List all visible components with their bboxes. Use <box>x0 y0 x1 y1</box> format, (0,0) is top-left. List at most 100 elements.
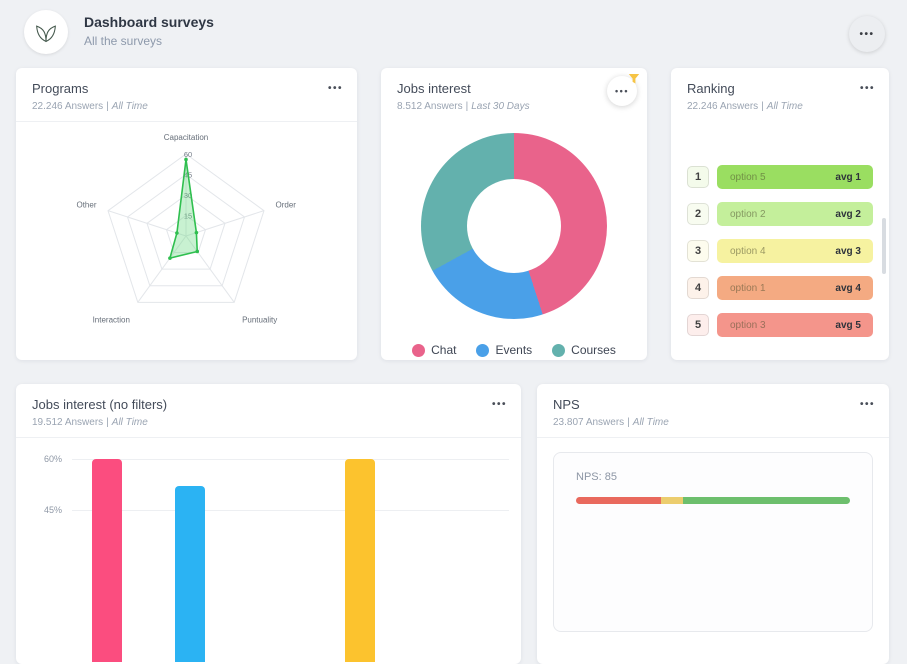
separator: | <box>761 101 764 112</box>
answers-count: 23.807 Answers <box>553 417 625 428</box>
svg-text:30: 30 <box>184 191 192 200</box>
rank-badge: 3 <box>687 240 709 262</box>
gridline <box>72 458 509 460</box>
ranking-row[interactable]: 2 option 2 avg 2 <box>687 202 873 226</box>
ranking-row[interactable]: 3 option 4 avg 3 <box>687 239 873 263</box>
period-label: All Time <box>766 101 803 112</box>
donut-chart[interactable] <box>421 133 607 319</box>
separator: | <box>106 417 109 428</box>
separator: | <box>106 101 109 112</box>
divider <box>16 121 357 122</box>
card-ranking: Ranking 22.246 Answers | All Time ••• 1 opt… <box>671 68 889 360</box>
legend-dot <box>412 343 426 357</box>
rank-bar: option 5 avg 1 <box>717 165 873 189</box>
period-label: All Time <box>111 417 148 428</box>
donut-chart-area: Chat Events Courses <box>381 121 647 357</box>
legend-label: Chat <box>431 343 457 357</box>
bar[interactable] <box>345 458 376 662</box>
avg-label: avg 4 <box>835 282 861 294</box>
page-subtitle: All the surveys <box>84 34 163 48</box>
answers-count: 22.246 Answers <box>687 101 759 112</box>
ranking-row[interactable]: 5 option 3 avg 5 <box>687 313 873 337</box>
legend-item[interactable]: Events <box>476 343 532 357</box>
gauge-segment <box>576 497 661 504</box>
avg-label: avg 5 <box>835 319 861 331</box>
y-axis-tick: 60% <box>44 453 63 464</box>
rank-bar: option 4 avg 3 <box>717 239 873 263</box>
bar[interactable] <box>91 458 122 662</box>
card-title: Jobs interest <box>397 81 471 96</box>
svg-text:15: 15 <box>184 212 192 221</box>
card-nps: NPS 23.807 Answers | All Time ••• NPS: 85 <box>537 384 889 664</box>
divider <box>537 437 889 438</box>
option-label: option 4 <box>730 245 766 257</box>
card-menu-button[interactable]: ••• <box>860 81 875 96</box>
scrollbar[interactable] <box>882 218 886 274</box>
legend-item[interactable]: Courses <box>552 343 616 357</box>
radar-chart[interactable]: 15304560CapacitationOrderPuntualityInter… <box>16 122 357 358</box>
chart-legend: Chat Events Courses <box>412 343 616 357</box>
ranking-row[interactable]: 4 option 1 avg 4 <box>687 276 873 300</box>
ellipsis-icon: ••• <box>859 399 875 410</box>
ellipsis-icon: ••• <box>615 86 629 96</box>
card-menu-button[interactable]: ••• <box>492 397 507 412</box>
nps-gauge[interactable] <box>576 497 850 504</box>
page-title: Dashboard surveys <box>84 14 214 30</box>
avg-label: avg 3 <box>835 245 861 257</box>
card-menu-button[interactable]: ••• <box>860 397 875 412</box>
nps-value-label: NPS: 85 <box>576 471 617 483</box>
rank-badge: 1 <box>687 166 709 188</box>
bar-chart[interactable]: 60% 45% <box>16 442 521 662</box>
separator: | <box>627 417 630 428</box>
card-subtitle: 22.246 Answers | All Time <box>687 101 803 112</box>
option-label: option 2 <box>730 208 766 220</box>
card-subtitle: 8.512 Answers | Last 30 Days <box>397 101 530 112</box>
answers-count: 22.246 Answers <box>32 101 104 112</box>
card-subtitle: 19.512 Answers | All Time <box>32 417 167 428</box>
option-label: option 5 <box>730 171 766 183</box>
rank-badge: 5 <box>687 314 709 336</box>
nps-panel: NPS: 85 <box>553 452 873 632</box>
card-header: Jobs interest (no filters) 19.512 Answer… <box>16 384 521 437</box>
header-titles: Dashboard surveys All the surveys <box>84 14 214 48</box>
card-menu-button[interactable]: ••• <box>328 81 343 96</box>
card-programs: Programs 22.246 Answers|All Time ••• 15 3… <box>16 68 357 360</box>
option-label: option 1 <box>730 282 766 294</box>
rank-bar: option 2 avg 2 <box>717 202 873 226</box>
card-jobs-interest-no-filters: Jobs interest (no filters) 19.512 Answer… <box>16 384 521 664</box>
legend-dot <box>552 343 566 357</box>
header-menu-button[interactable]: ••• <box>849 16 885 52</box>
separator: | <box>465 101 469 112</box>
leaf-logo-icon <box>36 25 56 43</box>
rank-badge: 2 <box>687 203 709 225</box>
legend-label: Events <box>495 343 533 357</box>
rank-badge: 4 <box>687 277 709 299</box>
card-subtitle: 23.807 Answers | All Time <box>553 417 669 428</box>
card-header: Ranking 22.246 Answers | All Time ••• <box>671 68 889 121</box>
legend-dot <box>476 343 490 357</box>
ellipsis-icon: ••• <box>327 83 343 94</box>
card-subtitle: 22.246 Answers | All Time <box>32 101 148 112</box>
card-header: NPS 23.807 Answers | All Time ••• <box>537 384 889 437</box>
legend-label: Courses <box>571 343 616 357</box>
card-header: Jobs interest 8.512 Answers | Last 30 Days <box>381 68 647 121</box>
ellipsis-icon: ••• <box>859 28 875 40</box>
legend-item[interactable]: Chat <box>412 343 456 357</box>
card-title: Ranking <box>687 81 735 96</box>
gauge-segment <box>682 497 850 504</box>
period-label: All Time <box>111 101 148 112</box>
gridline <box>72 509 509 511</box>
svg-text:Interaction: Interaction <box>93 315 130 324</box>
card-header: Programs 22.246 Answers | All Time ••• <box>16 68 357 121</box>
ranking-row[interactable]: 1 option 5 avg 1 <box>687 165 873 189</box>
svg-text:Puntuality: Puntuality <box>242 315 277 324</box>
filter-icon <box>628 73 640 85</box>
period-label: Last 30 Days <box>471 101 530 112</box>
bar[interactable] <box>174 486 205 662</box>
card-menu-button[interactable]: ••• <box>607 73 640 106</box>
avg-label: avg 2 <box>835 208 861 220</box>
svg-text:Other: Other <box>76 201 96 210</box>
rank-bar: option 1 avg 4 <box>717 276 873 300</box>
rank-bar: option 3 avg 5 <box>717 313 873 337</box>
ranking-list: 1 option 5 avg 1 2 option 2 avg 2 3 option 4 avg… <box>671 165 889 337</box>
